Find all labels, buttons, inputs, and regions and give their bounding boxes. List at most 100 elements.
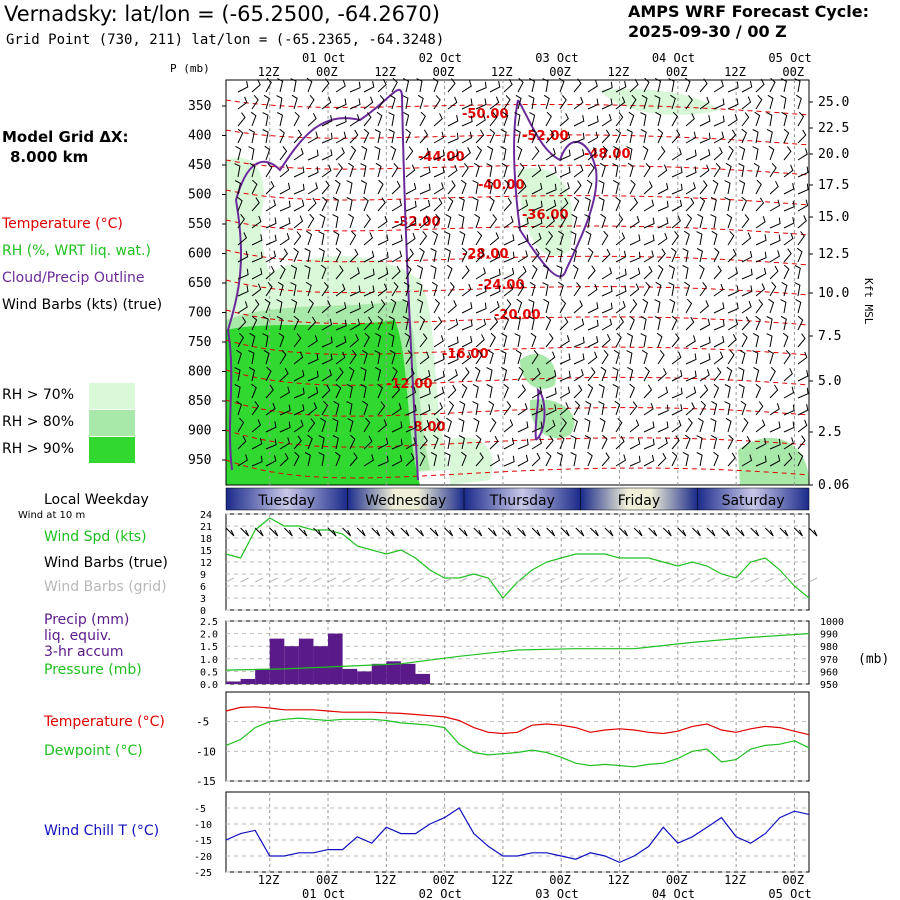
wind-barb-true <box>560 527 570 537</box>
wind-barb-grid <box>415 577 424 583</box>
wind-barb <box>293 166 305 178</box>
wind-barb <box>307 418 316 433</box>
temperature-tick-label: -15 <box>196 775 216 788</box>
wind-barb <box>684 77 691 93</box>
wind-barb <box>264 145 271 161</box>
pressure-tick-label: 400 <box>188 129 211 144</box>
wind-barb <box>475 129 485 144</box>
wind-barb <box>783 248 792 263</box>
wind-barb <box>640 112 647 127</box>
wind-barb <box>307 149 319 161</box>
wind-barb <box>293 183 305 195</box>
wind-barb <box>374 146 381 161</box>
wind-barb <box>349 349 357 365</box>
wind-barb <box>458 435 465 450</box>
wind-barb <box>783 200 795 212</box>
wind-barb-grid <box>342 577 351 583</box>
precip-bar <box>386 661 401 684</box>
wind-barb <box>671 333 680 348</box>
page-title: Vernadsky: lat/lon = (-65.2500, -64.2670… <box>4 2 440 26</box>
wind-barb <box>713 115 725 127</box>
wind-barb-true <box>458 527 468 537</box>
wind-barb <box>531 404 543 416</box>
wind-barb <box>265 266 275 280</box>
wind-barb <box>643 366 650 382</box>
wind-barb <box>458 418 465 433</box>
wind-barb-true <box>415 527 424 537</box>
wind-barb <box>573 318 585 331</box>
wind-barb <box>348 162 354 178</box>
wind-barb <box>262 333 269 348</box>
wind-barb <box>349 452 358 467</box>
wind-barb <box>419 199 431 212</box>
wind-barb <box>349 285 361 297</box>
bottom-hour-label: 00Z <box>782 873 804 887</box>
wind-barb <box>276 111 284 127</box>
wind-barb <box>265 454 277 467</box>
wind-barb <box>290 264 298 280</box>
wind-barb <box>769 265 779 280</box>
wind-barb <box>360 180 367 195</box>
wind-barb <box>573 115 585 127</box>
wind-barb <box>640 316 647 331</box>
wind-barb <box>237 213 246 229</box>
wind-barb <box>516 145 523 161</box>
wind-barb <box>276 316 283 331</box>
wind-barb <box>558 434 565 450</box>
wind-barb <box>752 332 760 348</box>
wind-barb <box>377 234 389 246</box>
top-date-label: 04 Oct <box>652 51 695 65</box>
wind-barb <box>489 250 501 263</box>
wind-barb <box>795 298 802 314</box>
wind-barb <box>279 128 285 144</box>
wind-barb <box>503 78 513 93</box>
height-tick-label: 25.0 <box>818 95 849 110</box>
wind-barb <box>531 264 538 280</box>
wind-barb <box>570 248 577 263</box>
wind-barb-true <box>764 527 774 537</box>
temperature-contour-label: -32.00 <box>394 215 441 230</box>
wind-barb <box>487 349 494 365</box>
wind-barb <box>629 267 641 280</box>
wind-barb <box>559 353 571 365</box>
wind-barb <box>601 267 612 280</box>
wind-barb <box>503 315 510 331</box>
wind-barb <box>265 217 277 229</box>
wind-barb <box>279 404 291 416</box>
wind-barb <box>263 94 270 110</box>
wind-barb <box>293 315 300 331</box>
wind-barb <box>671 404 683 416</box>
wind-barb <box>629 215 640 229</box>
wind-barb <box>321 78 330 93</box>
wind-barb <box>657 349 665 365</box>
wind-tick-label: 6 <box>200 582 206 593</box>
wind-barb <box>249 162 256 178</box>
wind-barb <box>472 197 479 212</box>
wind-barb <box>531 421 543 433</box>
wind-barb <box>503 283 514 297</box>
wind-barb <box>432 434 439 450</box>
wind-barb <box>671 351 682 365</box>
wind-barb <box>307 386 319 399</box>
wind-barb <box>685 213 693 229</box>
wind-barb <box>755 401 764 416</box>
windchill-line <box>225 807 810 864</box>
rh90-region <box>226 320 420 485</box>
height-tick-label: 5.0 <box>818 374 841 389</box>
temperature-tick-label: -5 <box>196 716 209 729</box>
wind-barb <box>377 299 386 314</box>
rh80-region <box>520 354 556 389</box>
weekday-label: Wednesday <box>365 493 446 509</box>
wind-barb <box>573 300 583 314</box>
wind-barb <box>374 366 382 382</box>
precip-bar <box>284 646 299 684</box>
wind-barb <box>685 353 697 365</box>
wind-barb <box>573 180 582 195</box>
wind-barb <box>713 319 725 331</box>
wind-barb <box>279 217 291 229</box>
wind-barb <box>766 316 773 331</box>
wind-barb <box>461 115 473 127</box>
wind-barb <box>363 268 375 280</box>
wind-barb <box>419 419 430 433</box>
wind-barb <box>237 112 246 127</box>
